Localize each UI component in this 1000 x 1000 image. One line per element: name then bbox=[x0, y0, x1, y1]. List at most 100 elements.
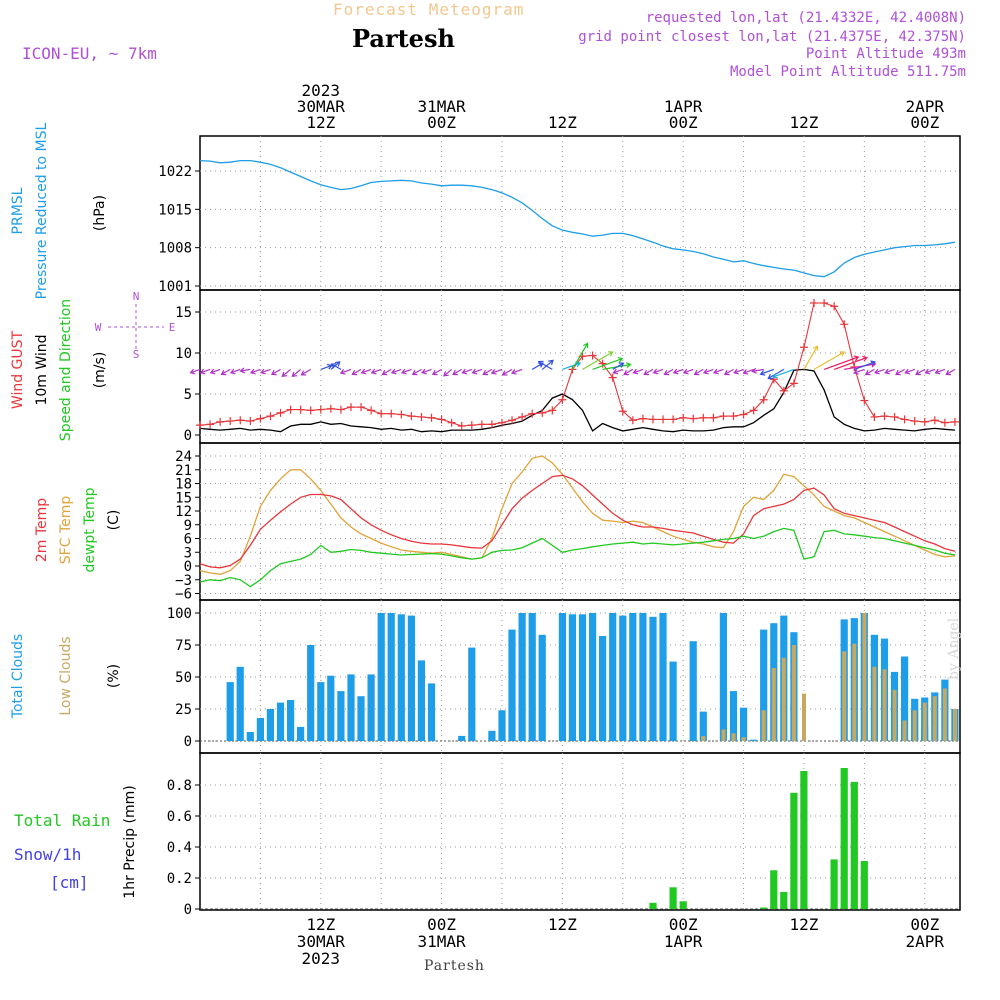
total-cloud-bar bbox=[468, 647, 476, 741]
legend-total-rain: Total Rain bbox=[14, 811, 110, 830]
rain-bar bbox=[800, 771, 808, 909]
bottom-time-label: 12Z bbox=[306, 915, 335, 934]
wind-direction-arrow bbox=[229, 368, 241, 375]
wind-direction-arrow bbox=[260, 368, 271, 375]
wind-direction-arrow bbox=[934, 368, 946, 375]
gust-marker bbox=[749, 406, 758, 415]
gust-marker bbox=[779, 386, 788, 395]
y-tick-label: 0.8 bbox=[167, 778, 192, 794]
ylabel-dir: Speed and Direction bbox=[58, 299, 74, 441]
y-tick-label: 0 bbox=[184, 428, 192, 444]
rain-bar bbox=[679, 901, 687, 910]
y-tick-label: 5 bbox=[184, 387, 192, 403]
low-cloud-bar bbox=[912, 710, 917, 741]
top-time-label: 00Z bbox=[669, 113, 698, 132]
gust-marker bbox=[286, 405, 295, 414]
y-tick-label: 9 bbox=[184, 518, 192, 534]
wind-direction-arrow bbox=[199, 368, 211, 375]
gust-marker bbox=[739, 410, 748, 419]
header-model-altitude: Model Point Altitude 511.75m bbox=[729, 64, 966, 80]
header-title: Forecast Meteogram bbox=[333, 0, 525, 19]
gust-marker bbox=[950, 417, 959, 426]
gust-marker bbox=[548, 406, 557, 415]
gust-marker bbox=[709, 413, 718, 422]
wind-direction-arrow bbox=[682, 368, 694, 375]
panel-frame-1 bbox=[199, 289, 961, 444]
wind-direction-arrow bbox=[904, 368, 915, 375]
wind-direction-arrow bbox=[702, 368, 714, 375]
total-cloud-bar bbox=[367, 674, 375, 741]
low-cloud-bar bbox=[882, 669, 887, 741]
gust-marker bbox=[357, 403, 366, 412]
total-cloud-bar bbox=[901, 656, 909, 741]
y-tick-label: 25 bbox=[175, 702, 192, 718]
gust-marker bbox=[397, 410, 406, 419]
total-cloud-bar bbox=[347, 674, 355, 741]
panel-frame-0 bbox=[199, 135, 961, 291]
y-tick-label: 15 bbox=[175, 490, 192, 506]
gust-marker bbox=[326, 404, 335, 413]
wind-direction-arrow bbox=[652, 368, 664, 375]
wind-direction-arrow bbox=[592, 357, 624, 370]
total-cloud-bar bbox=[297, 726, 305, 741]
gust-marker bbox=[276, 408, 285, 417]
gust-marker bbox=[638, 414, 647, 423]
total-cloud-bar bbox=[669, 661, 677, 741]
compass-n: N bbox=[133, 290, 140, 303]
ylabel-unit-pct: (%) bbox=[106, 664, 122, 688]
wind-direction-arrow bbox=[220, 368, 231, 376]
low-cloud-bar bbox=[721, 729, 726, 741]
ylabel-gust: Wind GUST bbox=[10, 330, 26, 409]
low-cloud-bar bbox=[842, 651, 847, 741]
compass-s: S bbox=[133, 348, 140, 361]
gust-marker bbox=[699, 413, 708, 422]
gust-marker bbox=[206, 420, 215, 429]
bottom-time-label: 00Z bbox=[427, 915, 456, 934]
wind-direction-arrow bbox=[733, 368, 744, 375]
low-cloud-bar bbox=[791, 645, 796, 741]
total-cloud-bar bbox=[498, 710, 506, 741]
wind-direction-arrow bbox=[915, 368, 926, 376]
y-tick-label: −6 bbox=[175, 587, 192, 603]
wind-direction-arrow bbox=[541, 359, 554, 370]
total-cloud-bar bbox=[327, 675, 335, 741]
total-cloud-bar bbox=[236, 666, 244, 741]
ylabel-sfc: SFC Temp bbox=[58, 496, 74, 565]
gust-marker bbox=[346, 403, 355, 412]
ylabel-low-clouds: Low Clouds bbox=[58, 636, 74, 715]
total-cloud-bar bbox=[719, 613, 727, 741]
y-tick-label: 75 bbox=[175, 638, 192, 654]
gust-marker bbox=[719, 412, 728, 421]
wind-direction-arrow bbox=[320, 363, 333, 370]
dewpt-temp-line bbox=[199, 527, 956, 588]
ylabel-unit-hpa: (hPa) bbox=[92, 195, 108, 231]
panel-frame-4 bbox=[199, 752, 961, 911]
header-requested: requested lon,lat (21.4332E, 42.4008N) bbox=[645, 10, 966, 26]
gust-marker bbox=[538, 408, 547, 417]
rain-bar bbox=[649, 902, 657, 909]
wind-direction-arrow bbox=[531, 362, 544, 370]
gust-marker bbox=[407, 412, 416, 421]
gust-marker bbox=[920, 417, 929, 426]
wind-direction-arrow bbox=[381, 368, 392, 376]
rain-bar bbox=[830, 859, 838, 909]
y-tick-label: 0.4 bbox=[167, 840, 192, 856]
gust-marker bbox=[759, 395, 768, 404]
ylabel-unit-c: (C) bbox=[106, 510, 122, 531]
wind-direction-arrow bbox=[924, 368, 936, 375]
gust-marker bbox=[558, 395, 567, 404]
total-cloud-bar bbox=[568, 614, 576, 741]
total-cloud-bar bbox=[528, 613, 536, 741]
total-cloud-bar bbox=[377, 613, 385, 741]
low-cloud-bar bbox=[953, 709, 957, 741]
rain-bar bbox=[860, 861, 868, 909]
total-cloud-bar bbox=[589, 613, 597, 741]
rain-bar bbox=[770, 870, 778, 910]
total-cloud-bar bbox=[488, 730, 496, 741]
rain-bar bbox=[790, 792, 798, 910]
gust-marker bbox=[830, 302, 839, 311]
wind-direction-arrow bbox=[632, 368, 644, 375]
y-tick-label: 0 bbox=[184, 734, 192, 750]
wind-direction-arrow bbox=[209, 368, 221, 375]
